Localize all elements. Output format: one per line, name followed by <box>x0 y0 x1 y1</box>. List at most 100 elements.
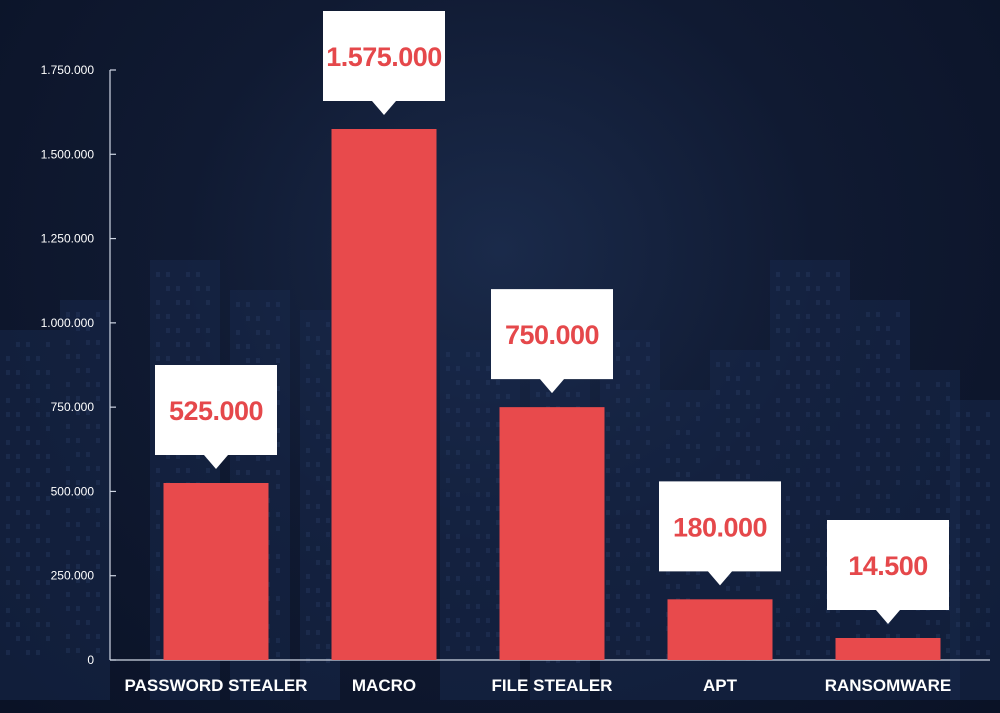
skyline-window <box>806 412 810 417</box>
skyline-window <box>916 508 920 513</box>
skyline-window <box>986 566 990 571</box>
skyline-window <box>836 370 840 375</box>
skyline-window <box>646 566 650 571</box>
skyline-window <box>96 522 100 527</box>
skyline-window <box>816 384 820 389</box>
skyline-window <box>936 410 940 415</box>
skyline-window <box>456 408 460 413</box>
skyline-window <box>786 412 790 417</box>
skyline-window <box>446 618 450 623</box>
skyline-window <box>276 302 280 307</box>
skyline-window <box>326 434 330 439</box>
skyline-window <box>736 376 740 381</box>
skyline-window <box>456 492 460 497</box>
skyline-building <box>0 330 60 700</box>
skyline-window <box>626 356 630 361</box>
skyline-window <box>646 650 650 655</box>
skyline-window <box>876 326 880 331</box>
skyline-window <box>66 340 70 345</box>
skyline-window <box>796 524 800 529</box>
skyline-window <box>6 440 10 445</box>
skyline-building <box>60 300 110 700</box>
skyline-window <box>456 618 460 623</box>
skyline-window <box>646 384 650 389</box>
skyline-window <box>166 328 170 333</box>
skyline-window <box>246 344 250 349</box>
skyline-window <box>26 552 30 557</box>
skyline-window <box>86 620 90 625</box>
skyline-window <box>96 634 100 639</box>
skyline-window <box>776 608 780 613</box>
skyline-window <box>176 286 180 291</box>
skyline-window <box>736 586 740 591</box>
skyline-window <box>266 344 270 349</box>
skyline-window <box>236 302 240 307</box>
skyline-window <box>476 520 480 525</box>
skyline-window <box>176 454 180 459</box>
skyline-window <box>66 648 70 653</box>
skyline-window <box>916 634 920 639</box>
skyline-window <box>756 446 760 451</box>
skyline-window <box>86 494 90 499</box>
skyline-window <box>76 620 80 625</box>
skyline-window <box>826 426 830 431</box>
skyline-window <box>156 594 160 599</box>
y-tick-label: 500.000 <box>51 484 95 498</box>
skyline-window <box>196 328 200 333</box>
skyline-window <box>196 286 200 291</box>
skyline-window <box>36 356 40 361</box>
skyline-window <box>966 426 970 431</box>
skyline-window <box>896 438 900 443</box>
skyline-window <box>486 618 490 623</box>
skyline-window <box>486 590 490 595</box>
skyline-window <box>776 314 780 319</box>
skyline-window <box>676 430 680 435</box>
skyline-window <box>666 570 670 575</box>
skyline-window <box>326 490 330 495</box>
skyline-window <box>466 632 470 637</box>
skyline-window <box>466 380 470 385</box>
skyline-window <box>746 404 750 409</box>
skyline-window <box>96 424 100 429</box>
skyline-window <box>256 456 260 461</box>
skyline-window <box>316 476 320 481</box>
skyline-window <box>966 622 970 627</box>
skyline-window <box>956 440 960 445</box>
skyline-window <box>616 552 620 557</box>
skyline-window <box>616 636 620 641</box>
skyline-window <box>76 410 80 415</box>
skyline-window <box>826 510 830 515</box>
skyline-window <box>976 524 980 529</box>
skyline-window <box>66 522 70 527</box>
skyline-window <box>696 458 700 463</box>
skyline-window <box>316 336 320 341</box>
skyline-window <box>496 632 500 637</box>
skyline-window <box>76 578 80 583</box>
skyline-window <box>686 444 690 449</box>
skyline-window <box>6 622 10 627</box>
skyline-window <box>976 482 980 487</box>
skyline-window <box>26 650 30 655</box>
skyline-window <box>936 452 940 457</box>
skyline-window <box>646 356 650 361</box>
skyline-window <box>626 538 630 543</box>
skyline-window <box>926 438 930 443</box>
skyline-window <box>476 576 480 581</box>
skyline-window <box>476 562 480 567</box>
skyline-window <box>156 356 160 361</box>
skyline-window <box>96 466 100 471</box>
skyline-window <box>446 394 450 399</box>
skyline-window <box>776 370 780 375</box>
skyline-window <box>776 286 780 291</box>
skyline-window <box>786 580 790 585</box>
skyline-window <box>76 480 80 485</box>
skyline-window <box>866 466 870 471</box>
bar <box>163 483 269 660</box>
skyline-window <box>26 524 30 529</box>
skyline-window <box>886 340 890 345</box>
skyline-window <box>76 354 80 359</box>
skyline-window <box>26 468 30 473</box>
skyline-window <box>606 412 610 417</box>
skyline-window <box>626 482 630 487</box>
skyline-window <box>976 650 980 655</box>
